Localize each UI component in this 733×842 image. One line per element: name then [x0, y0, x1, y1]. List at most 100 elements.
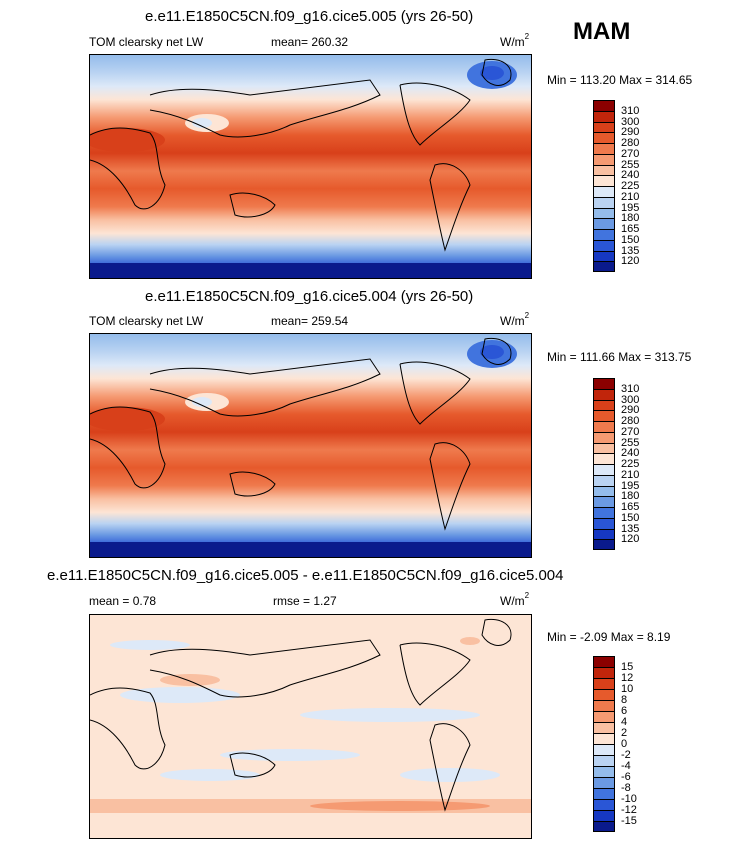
panel3-mean-label: mean = 0.78: [89, 594, 157, 608]
colorbar-swatch: [594, 778, 614, 789]
colorbar-swatch: [594, 101, 614, 112]
colorbar-tick-label: 240: [621, 447, 640, 460]
colorbar-tick-label: -2: [621, 749, 631, 761]
panel2-mean-label: mean= 259.54: [271, 314, 349, 328]
panel2-minmax: Min = 111.66 Max = 313.75: [547, 350, 692, 364]
colorbar-swatch: [594, 219, 614, 230]
colorbar-tick-label: 240: [621, 169, 640, 182]
colorbar-swatch: [594, 165, 614, 177]
colorbar-tick-label: -12: [621, 804, 637, 816]
colorbar-swatch: [594, 486, 614, 498]
colorbar-swatch: [594, 540, 614, 549]
colorbar-swatch: [594, 475, 614, 487]
colorbar-swatch: [594, 454, 614, 465]
panel3-title: e.e11.E1850C5CN.f09_g16.cice5.005 - e.e1…: [47, 567, 564, 584]
colorbar-tick-label: 280: [621, 137, 640, 149]
colorbar-tick-label: 180: [621, 490, 640, 503]
panel2-variable-label: TOM clearsky net LW: [89, 314, 204, 328]
colorbar-tick-label: 6: [621, 705, 628, 717]
colorbar-swatch: [594, 508, 614, 519]
panel1-title: e.e11.E1850C5CN.f09_g16.cice5.005 (yrs 2…: [145, 8, 474, 25]
colorbar-swatch: [594, 133, 614, 144]
colorbar-tick-label: 290: [621, 404, 640, 417]
colorbar-swatch: [594, 822, 614, 831]
colorbar-tick-label: 150: [621, 511, 640, 524]
panel2-colorbar: [593, 378, 615, 550]
colorbar-swatch: [594, 422, 614, 433]
colorbar-swatch: [594, 465, 614, 476]
panel1-colorbar: [593, 100, 615, 272]
colorbar-tick-label: -15: [621, 815, 637, 827]
colorbar-swatch: [594, 668, 614, 679]
colorbar-swatch: [594, 529, 614, 541]
panel1-map: [89, 54, 532, 279]
colorbar-tick-label: 150: [621, 233, 640, 246]
panel1-mean-label: mean= 260.32: [271, 35, 349, 49]
colorbar-swatch: [594, 262, 614, 271]
colorbar-swatch: [594, 208, 614, 220]
panel3-colorbar: [593, 656, 615, 832]
colorbar-tick-label: 120: [621, 533, 640, 546]
colorbar-swatch: [594, 756, 614, 767]
colorbar-swatch: [594, 251, 614, 263]
colorbar-swatch: [594, 745, 614, 756]
colorbar-tick-label: 12: [621, 672, 634, 684]
colorbar-tick-label: 10: [621, 683, 634, 695]
colorbar-tick-label: 280: [621, 415, 640, 427]
colorbar-swatch: [594, 230, 614, 241]
colorbar-tick-label: -4: [621, 760, 631, 772]
colorbar-swatch: [594, 712, 614, 723]
panel2-title: e.e11.E1850C5CN.f09_g16.cice5.004 (yrs 2…: [145, 288, 474, 305]
panel2-units: W/m2: [500, 311, 530, 328]
colorbar-tick-label: 165: [621, 223, 640, 235]
colorbar-tick-label: 180: [621, 212, 640, 225]
colorbar-swatch: [594, 432, 614, 444]
colorbar-swatch: [594, 657, 614, 668]
colorbar-swatch: [594, 734, 614, 745]
colorbar-tick-label: 4: [621, 716, 628, 728]
colorbar-tick-label: 310: [621, 382, 640, 395]
colorbar-swatch: [594, 767, 614, 778]
colorbar-swatch: [594, 443, 614, 455]
colorbar-tick-label: -6: [621, 771, 631, 783]
colorbar-swatch: [594, 379, 614, 390]
colorbar-tick-label: 300: [621, 393, 640, 406]
panel3-rmse-label: rmse = 1.27: [273, 594, 337, 608]
panel1-units: W/m2: [500, 32, 530, 49]
colorbar-swatch: [594, 679, 614, 690]
colorbar-tick-label: 0: [621, 738, 628, 750]
colorbar-tick-label: -8: [621, 782, 631, 794]
colorbar-swatch: [594, 122, 614, 134]
colorbar-tick-label: 255: [621, 158, 640, 171]
colorbar-swatch: [594, 197, 614, 209]
colorbar-tick-label: 135: [621, 244, 640, 257]
colorbar-tick-label: 210: [621, 190, 640, 203]
colorbar-tick-label: 210: [621, 468, 640, 481]
colorbar-tick-label: 2: [621, 727, 628, 739]
colorbar-tick-label: 225: [621, 458, 640, 470]
colorbar-tick-label: 300: [621, 115, 640, 128]
colorbar-swatch: [594, 144, 614, 155]
colorbar-tick-label: 120: [621, 255, 640, 268]
colorbar-tick-label: -10: [621, 793, 637, 805]
colorbar-tick-label: 290: [621, 126, 640, 139]
colorbar-swatch: [594, 701, 614, 712]
panel2-map: [89, 333, 532, 558]
panel3-minmax: Min = -2.09 Max = 8.19: [547, 630, 671, 644]
colorbar-tick-label: 270: [621, 147, 640, 160]
panel3-units: W/m2: [500, 591, 530, 608]
colorbar-tick-label: 225: [621, 180, 640, 192]
colorbar-swatch: [594, 497, 614, 508]
colorbar-tick-label: 8: [621, 694, 628, 706]
colorbar-swatch: [594, 789, 614, 800]
panel1-variable-label: TOM clearsky net LW: [89, 35, 204, 49]
colorbar-tick-label: 310: [621, 104, 640, 117]
colorbar-tick-label: 195: [621, 201, 640, 214]
colorbar-tick-label: 270: [621, 425, 640, 438]
colorbar-tick-label: 135: [621, 522, 640, 535]
colorbar-tick-label: 255: [621, 436, 640, 449]
colorbar-tick-label: 195: [621, 479, 640, 492]
colorbar-swatch: [594, 518, 614, 530]
panel3-map: [89, 614, 532, 839]
colorbar-swatch: [594, 811, 614, 822]
